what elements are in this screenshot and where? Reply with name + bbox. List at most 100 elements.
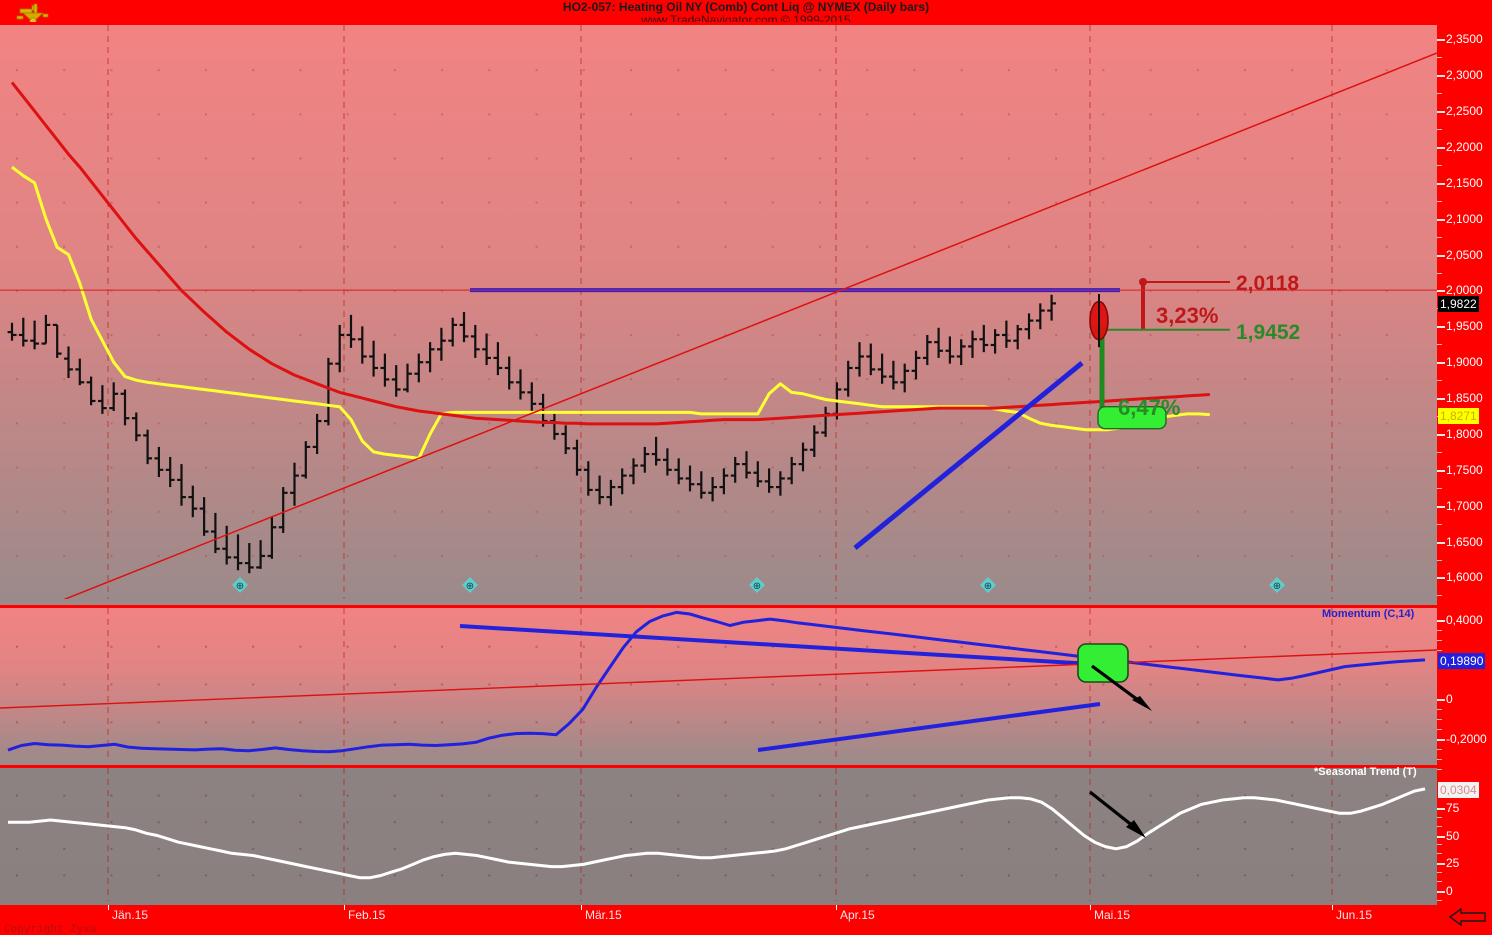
grid-dot	[960, 245, 963, 248]
price-chart-panel[interactable]: ⊕⊕⊕⊕⊕ TradeNavigator.com	[0, 22, 1437, 631]
momentum-projection-line[interactable]	[0, 649, 1437, 709]
seasonal-marker-1[interactable]: ⊕	[462, 577, 478, 593]
grid-dot	[1007, 847, 1010, 850]
axis-minor-tick	[1437, 380, 1442, 382]
price-bar	[41, 314, 51, 345]
grid-dot	[1385, 847, 1388, 850]
grid-dot	[252, 466, 255, 469]
grid-dot	[1055, 847, 1058, 850]
grid-dot	[630, 378, 633, 381]
grid-dot	[771, 721, 774, 724]
grid-dot	[1007, 378, 1010, 381]
grid-dot	[16, 69, 18, 72]
grid-dot	[1291, 422, 1294, 425]
grid-dot	[252, 794, 255, 797]
grid-dot	[818, 201, 821, 204]
momentum-highlight-0[interactable]: 0,19890	[1438, 652, 1486, 669]
grid-dot	[677, 794, 680, 797]
momentum-down-trendline[interactable]	[459, 624, 1109, 667]
grid-dot	[960, 334, 963, 337]
seasonal-marker-4[interactable]: ⊕	[1269, 577, 1285, 593]
grid-dot	[110, 289, 113, 292]
date-tick-2	[581, 905, 582, 910]
price-bar	[504, 356, 514, 390]
price-bar	[708, 477, 717, 502]
grid-dot	[818, 510, 821, 513]
axis-minor-tick	[1437, 649, 1442, 651]
momentum-highlight-box[interactable]	[1077, 643, 1129, 683]
grid-dot	[441, 874, 444, 877]
grid-dot	[252, 821, 255, 824]
grid-dot	[913, 113, 916, 116]
grid-dot	[771, 245, 774, 248]
price-bar	[256, 540, 265, 569]
price-bar	[934, 327, 943, 358]
scroll-left-arrow-icon[interactable]	[1448, 906, 1488, 928]
grid-dot	[1291, 510, 1294, 513]
grid-dot	[1291, 201, 1294, 204]
price-bar	[448, 317, 458, 347]
seasonal-highlight-0[interactable]: 0,0304	[1438, 781, 1479, 798]
grid-dot	[1196, 289, 1199, 292]
grid-dot	[630, 510, 633, 513]
grid-dot	[441, 245, 444, 248]
grid-dot	[16, 245, 18, 248]
grid-dot	[535, 201, 538, 204]
grid-dot	[1385, 245, 1388, 248]
grid-dot	[1149, 510, 1152, 513]
grid-dot	[1196, 334, 1199, 337]
grid-dot	[630, 113, 633, 116]
grid-dot	[913, 157, 916, 160]
diamond-icon	[232, 577, 248, 593]
entry-highlight-box[interactable]	[1097, 406, 1167, 430]
projection-line[interactable]	[0, 52, 1437, 599]
axis-minor-tick	[1437, 236, 1442, 238]
grid-dot	[441, 466, 444, 469]
grid-dot	[677, 245, 680, 248]
grid-dot	[771, 422, 774, 425]
grid-dot	[677, 69, 680, 72]
diamond-icon	[462, 577, 478, 593]
seasonal-marker-3[interactable]: ⊕	[980, 577, 996, 593]
grid-dot	[724, 874, 727, 877]
grid-dot	[204, 721, 207, 724]
axis-minor-tick	[1437, 164, 1442, 166]
grid-dot	[582, 794, 585, 797]
title-bar: HO2-057: Heating Oil NY (Comb) Cont Liq …	[0, 0, 1492, 27]
price-highlight-1[interactable]: 1,8271	[1438, 407, 1479, 424]
date-axis[interactable]: Copyright Zyxa Jän.15 Feb.15 Mär.15 Apr.15 M…	[0, 905, 1492, 935]
grid-dot	[1102, 554, 1105, 557]
axis-minor-tick	[1437, 729, 1442, 731]
grid-dot	[1007, 683, 1010, 686]
annotation-upper-target: 2,0118	[1236, 272, 1300, 295]
axis-minor-tick	[1437, 451, 1442, 453]
grid-dot	[677, 334, 680, 337]
grid-dot	[252, 510, 255, 513]
grid-dot	[630, 645, 633, 648]
momentum-panel[interactable]	[0, 605, 1437, 768]
seasonal-marker-0[interactable]: ⊕	[232, 577, 248, 593]
momentum-up-trendline[interactable]	[757, 702, 1101, 752]
price-bar	[425, 342, 435, 373]
grid-dot	[771, 69, 774, 72]
grid-dot	[299, 157, 302, 160]
grid-dot	[1055, 422, 1058, 425]
uptrend-line[interactable]	[853, 361, 1084, 550]
price-highlight-0[interactable]: 1,9822	[1438, 296, 1479, 313]
grid-dot	[157, 157, 160, 160]
seasonal-panel[interactable]	[0, 765, 1437, 910]
grid-dot	[441, 821, 444, 824]
grid-dot	[1291, 847, 1294, 850]
price-axis[interactable]: 2,3500 2,3000 2,2500 2,2000 2,1500 2,1000 2,05…	[1437, 0, 1492, 910]
grid-dot	[1291, 334, 1294, 337]
grid-dot	[252, 874, 255, 877]
price-bar	[1002, 320, 1011, 348]
grid-dot	[346, 683, 349, 686]
grid-dot	[818, 554, 821, 557]
axis-tick	[1437, 699, 1445, 702]
grid-dot	[16, 721, 18, 724]
seasonal-marker-2[interactable]: ⊕	[749, 577, 765, 593]
grid-dot	[960, 378, 963, 381]
grid-dot	[16, 874, 18, 877]
series-donchian-average-	[11, 165, 1210, 460]
